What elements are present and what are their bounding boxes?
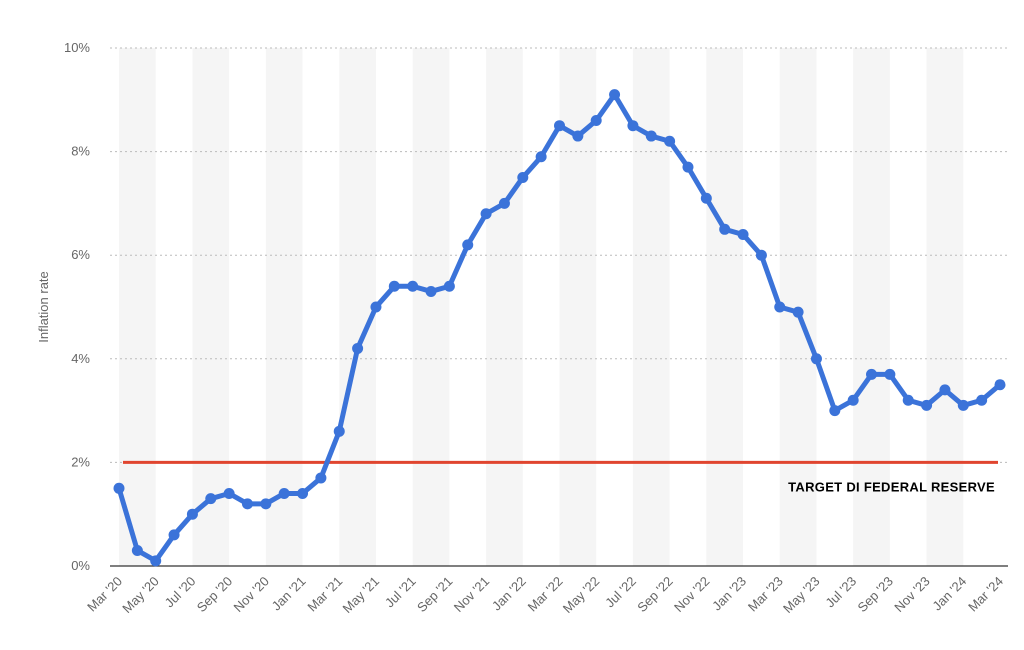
background-band xyxy=(926,48,964,566)
data-point xyxy=(517,172,529,183)
data-point xyxy=(480,208,492,220)
data-point xyxy=(902,394,914,406)
x-tick-label: Jan '22 xyxy=(489,574,529,614)
data-point xyxy=(609,89,621,101)
data-point xyxy=(700,192,712,204)
background-band xyxy=(706,48,744,566)
data-point xyxy=(407,280,419,292)
data-point xyxy=(939,384,951,396)
y-tick-label: 6% xyxy=(71,247,90,262)
data-point xyxy=(866,368,878,380)
data-point xyxy=(792,306,804,318)
background-band xyxy=(412,48,450,566)
x-tick-label: Sep '22 xyxy=(634,574,675,615)
x-tick-label: Sep '23 xyxy=(854,574,895,615)
y-tick-label: 8% xyxy=(71,144,90,159)
data-point xyxy=(994,379,1006,391)
data-point xyxy=(664,135,676,147)
data-point xyxy=(572,130,584,142)
data-point xyxy=(627,120,639,132)
x-tick-label: Nov '21 xyxy=(451,574,492,615)
y-tick-label: 0% xyxy=(71,558,90,573)
data-point xyxy=(352,342,364,354)
data-point xyxy=(333,425,345,437)
data-point xyxy=(755,249,767,261)
data-point xyxy=(847,394,859,406)
data-point xyxy=(388,280,400,292)
series-group xyxy=(113,89,1006,567)
background-band xyxy=(486,48,523,566)
x-tick-label: Nov '22 xyxy=(671,574,712,615)
x-tick-label: May '20 xyxy=(119,574,162,617)
data-point xyxy=(957,399,969,411)
x-tick-label: Mar '22 xyxy=(525,574,566,615)
y-tick-label: 4% xyxy=(71,351,90,366)
x-tick-label: Jan '21 xyxy=(269,574,309,614)
background-band xyxy=(632,48,670,566)
background-band xyxy=(192,48,230,566)
data-point xyxy=(921,399,933,411)
target-label: TARGET DI FEDERAL RESERVE xyxy=(788,479,995,494)
data-point xyxy=(737,228,749,240)
data-point xyxy=(205,493,217,505)
data-point xyxy=(645,130,657,142)
data-point xyxy=(462,239,474,251)
x-tick-label: Sep '21 xyxy=(414,574,455,615)
data-point xyxy=(168,529,180,541)
x-tick-label: May '23 xyxy=(780,574,823,617)
data-point xyxy=(554,120,565,132)
x-tick-label: Nov '20 xyxy=(230,574,271,615)
data-point xyxy=(278,487,290,499)
x-tick-label: Mar '24 xyxy=(965,574,1006,615)
data-point xyxy=(719,223,731,235)
data-point xyxy=(370,301,382,313)
y-axis-ticks: 0% 2% 4% 6% 8% 10% xyxy=(64,40,90,573)
x-tick-label: Mar '23 xyxy=(745,574,786,615)
x-tick-label: Jan '23 xyxy=(709,574,749,614)
x-tick-label: Nov '23 xyxy=(891,574,932,615)
data-point xyxy=(113,482,125,494)
data-point xyxy=(131,544,143,556)
target-line-group: TARGET DI FEDERAL RESERVE xyxy=(123,460,998,494)
background-band xyxy=(853,48,890,566)
data-point xyxy=(186,508,198,520)
x-tick-label: Mar '21 xyxy=(304,574,345,615)
x-tick-label: Jan '24 xyxy=(929,574,969,614)
x-tick-label: Mar '20 xyxy=(84,574,125,615)
data-point xyxy=(829,405,841,417)
y-tick-label: 10% xyxy=(64,40,90,55)
data-point xyxy=(260,498,272,510)
data-point xyxy=(774,301,786,313)
data-point xyxy=(315,472,327,484)
y-axis-label: Inflation rate xyxy=(36,271,51,343)
data-point xyxy=(150,555,162,567)
data-point xyxy=(884,368,896,380)
data-point xyxy=(425,285,437,297)
data-point xyxy=(590,115,602,127)
background-band xyxy=(265,48,303,566)
x-tick-label: May '22 xyxy=(560,574,603,617)
data-point xyxy=(297,487,309,499)
data-point xyxy=(443,280,455,292)
x-tick-label: Sep '20 xyxy=(194,574,235,615)
data-point xyxy=(976,394,988,406)
data-point xyxy=(223,487,235,499)
data-point xyxy=(535,151,547,163)
data-point xyxy=(498,197,510,209)
background-band xyxy=(339,48,376,566)
background-band xyxy=(119,48,156,566)
data-point xyxy=(682,161,694,173)
x-tick-label: May '21 xyxy=(340,574,383,617)
background-bands xyxy=(119,48,964,566)
data-point xyxy=(241,498,253,510)
data-point xyxy=(810,353,822,365)
y-tick-label: 2% xyxy=(71,454,90,469)
